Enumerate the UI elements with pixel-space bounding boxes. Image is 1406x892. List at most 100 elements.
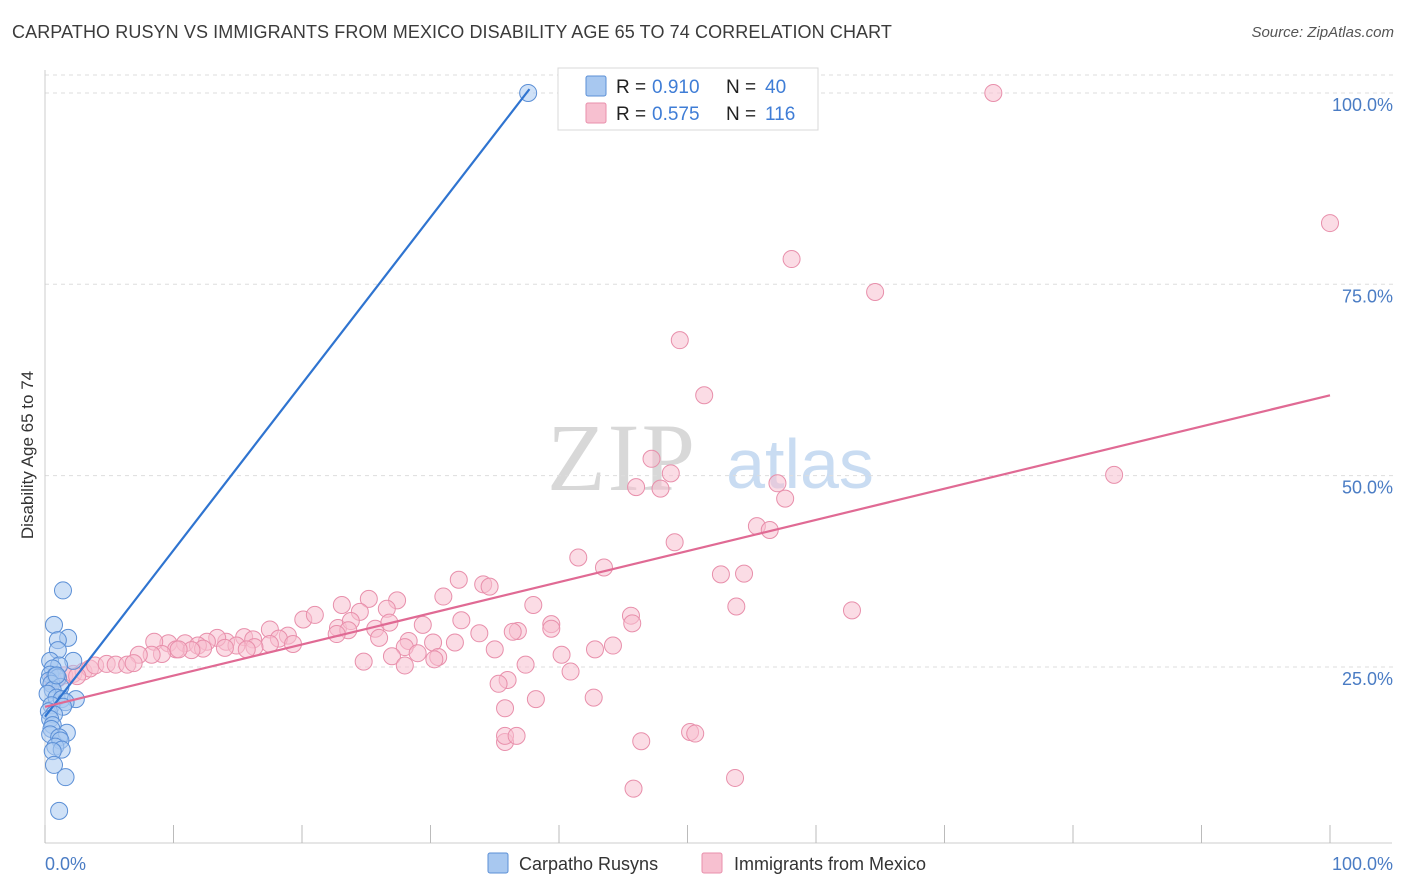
- x-tick-labels: 0.0% 100.0%: [45, 854, 1393, 874]
- legend-swatch-immigrants-from-mexico: [701, 852, 723, 874]
- stats-n-value-pink: 116: [765, 104, 795, 125]
- stats-n-label-pink: N =: [726, 104, 756, 125]
- watermark-zip: ZIP: [547, 404, 697, 511]
- data-point-pink-42: [413, 615, 432, 634]
- data-point-pink-102: [624, 779, 643, 798]
- legend-label-carpatho-rusyns: Carpatho Rusyns: [519, 854, 658, 874]
- watermark-atlas: atlas: [726, 425, 874, 503]
- data-point-pink-20: [449, 570, 468, 589]
- data-point-blue-38: [50, 801, 69, 820]
- y-tick-label-25: 25.0%: [1342, 669, 1393, 689]
- data-point-pink-4: [670, 331, 689, 350]
- data-point-pink-25: [332, 595, 351, 614]
- data-point-pink-79: [585, 640, 604, 659]
- data-point-pink-94: [526, 690, 545, 709]
- data-point-pink-11: [776, 489, 795, 508]
- y-tick-label-50: 50.0%: [1342, 478, 1393, 498]
- source-credit: Source: ZipAtlas.com: [1251, 24, 1394, 41]
- data-point-blue-39: [47, 666, 66, 685]
- data-point-pink-75: [445, 633, 464, 652]
- data-point-pink-98: [507, 726, 526, 745]
- data-point-pink-16: [569, 548, 588, 567]
- data-point-pink-95: [496, 699, 515, 718]
- data-point-blue-36: [44, 755, 63, 774]
- data-point-pink-10: [768, 474, 787, 493]
- trend-line-blue: [44, 88, 531, 718]
- watermark: ZIP atlas: [547, 404, 874, 511]
- data-point-pink-30: [727, 597, 746, 616]
- series-immigrants-from-mexico: [43, 83, 1339, 798]
- trend-line-pink: [44, 394, 1331, 708]
- stats-r-value-blue: 0.910: [652, 77, 700, 98]
- stats-swatch-blue: [585, 75, 607, 97]
- data-point-pink-80: [485, 640, 504, 659]
- data-point-pink-87: [395, 656, 414, 675]
- stats-n-label-blue: N =: [726, 77, 756, 98]
- data-point-pink-5: [695, 386, 714, 405]
- data-point-pink-77: [503, 622, 522, 641]
- data-point-pink-90: [561, 662, 580, 681]
- data-point-pink-7: [661, 464, 680, 483]
- data-point-pink-86: [354, 652, 373, 671]
- data-point-pink-27: [524, 595, 543, 614]
- x-tick-label-min: 0.0%: [45, 854, 86, 874]
- data-point-pink-18: [711, 565, 730, 584]
- legend-label-immigrants-from-mexico: Immigrants from Mexico: [734, 854, 926, 874]
- series-carpatho-rusyns: [38, 83, 538, 820]
- data-point-blue-37: [56, 768, 75, 787]
- chart-title: CARPATHO RUSYN VS IMMIGRANTS FROM MEXICO…: [12, 22, 893, 42]
- stats-n-value-blue: 40: [765, 77, 786, 98]
- data-point-pink-68: [169, 640, 188, 659]
- data-point-pink-93: [584, 688, 603, 707]
- data-point-pink-12: [1105, 465, 1124, 484]
- data-point-pink-23: [434, 587, 453, 606]
- data-point-pink-83: [382, 647, 401, 666]
- stats-r-label-blue: R =: [616, 77, 646, 98]
- y-tick-label-100: 100.0%: [1332, 95, 1393, 115]
- data-point-pink-89: [516, 655, 535, 674]
- data-point-pink-8: [627, 478, 646, 497]
- data-point-pink-88: [552, 645, 571, 664]
- data-point-pink-22: [480, 577, 499, 596]
- data-point-pink-78: [603, 636, 622, 655]
- y-tick-labels: 25.0% 50.0% 75.0% 100.0%: [1332, 95, 1393, 689]
- data-point-pink-6: [642, 449, 661, 468]
- data-point-pink-0: [984, 83, 1003, 102]
- data-point-pink-76: [470, 624, 489, 643]
- data-point-pink-101: [632, 732, 651, 751]
- data-point-pink-31: [842, 601, 861, 620]
- data-point-blue-2: [44, 615, 63, 634]
- legend-swatch-carpatho-rusyns: [487, 852, 509, 874]
- data-point-pink-33: [623, 614, 642, 633]
- data-point-pink-19: [735, 564, 754, 583]
- data-point-pink-39: [305, 605, 324, 624]
- data-point-pink-85: [425, 650, 444, 669]
- trend-lines: [44, 88, 1331, 718]
- x-tick-label-max: 100.0%: [1332, 854, 1393, 874]
- data-point-pink-61: [284, 635, 303, 654]
- data-point-pink-100: [686, 724, 705, 743]
- data-point-pink-72: [370, 628, 389, 647]
- data-point-pink-3: [866, 282, 885, 301]
- data-point-pink-15: [665, 533, 684, 552]
- data-point-pink-82: [408, 644, 427, 663]
- stats-r-value-pink: 0.575: [652, 104, 700, 125]
- data-point-pink-24: [359, 589, 378, 608]
- stats-swatch-pink: [585, 102, 607, 124]
- data-point-pink-35: [542, 619, 561, 638]
- data-point-pink-112: [124, 654, 143, 673]
- data-point-pink-92: [489, 674, 508, 693]
- data-point-pink-43: [452, 611, 471, 630]
- data-point-pink-2: [782, 250, 801, 269]
- data-point-pink-64: [215, 638, 234, 657]
- x-ticks: [44, 825, 1331, 843]
- data-point-pink-103: [726, 768, 745, 787]
- y-tick-label-75: 75.0%: [1342, 286, 1393, 306]
- stats-r-label-pink: R =: [616, 104, 646, 125]
- data-point-pink-9: [651, 479, 670, 498]
- bottom-legend: Carpatho Rusyns Immigrants from Mexico: [487, 852, 926, 874]
- data-point-blue-1: [53, 581, 72, 600]
- data-point-pink-1: [1321, 214, 1339, 233]
- stats-legend: R = 0.910 N = 40 R = 0.575 N = 116: [557, 67, 819, 131]
